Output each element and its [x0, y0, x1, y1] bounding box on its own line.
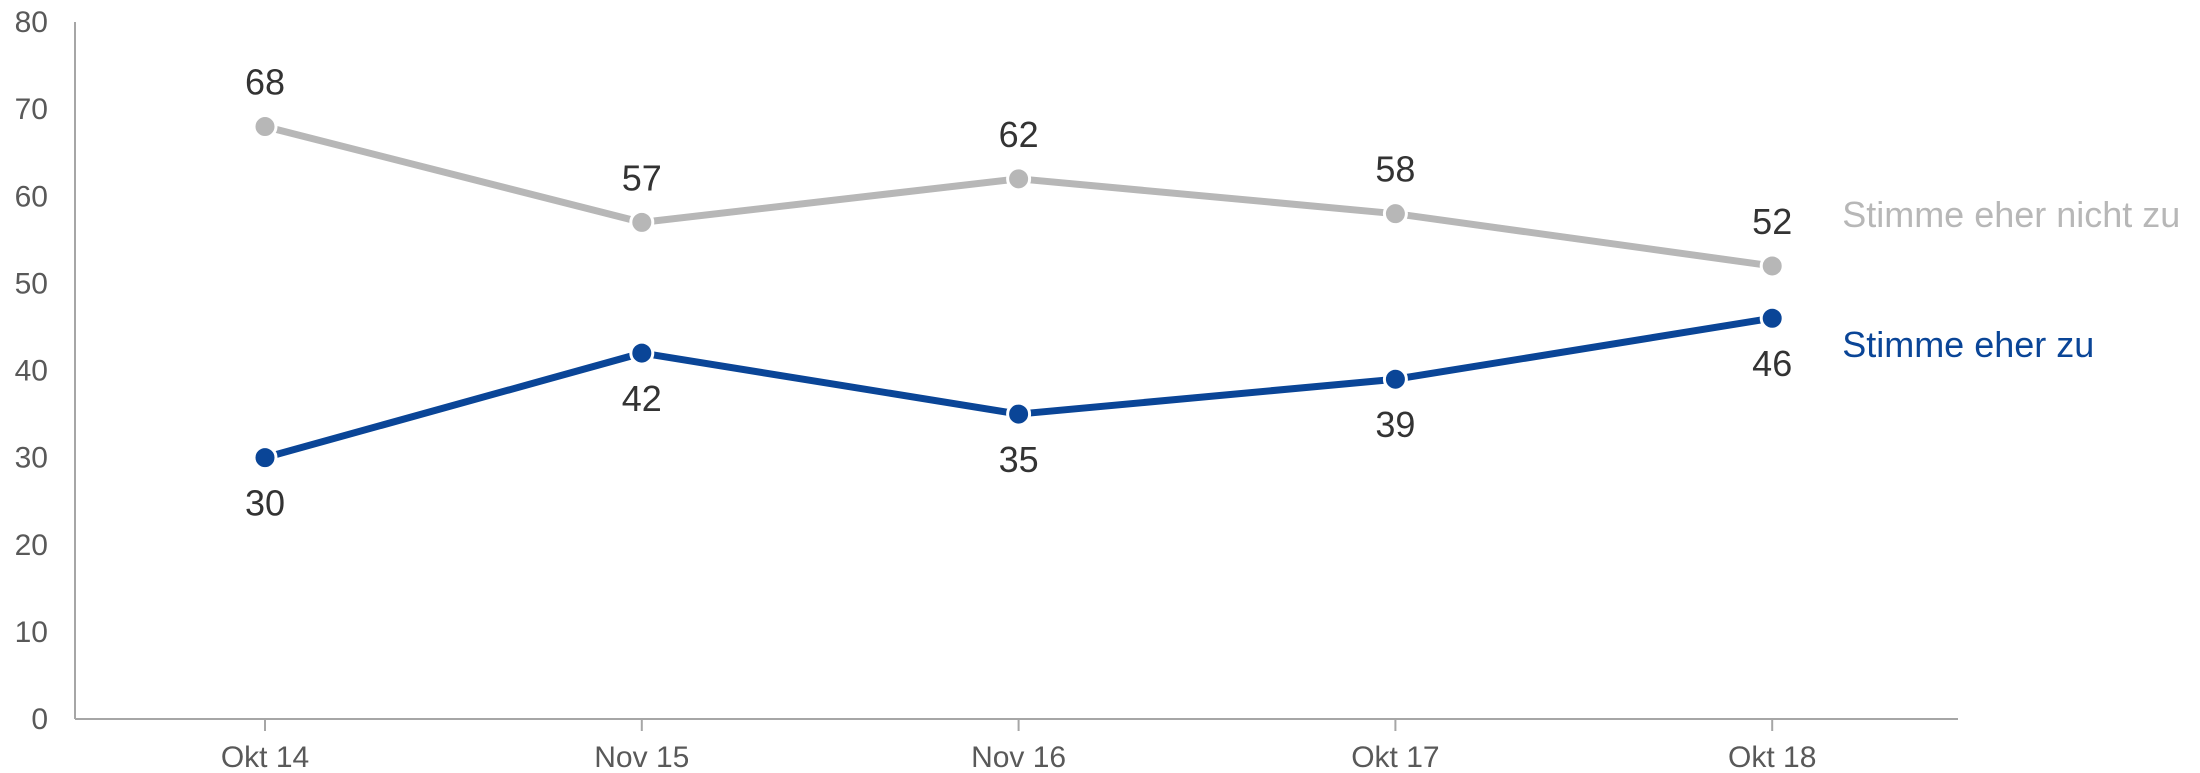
data-label: 42	[622, 378, 662, 419]
series-stimme-eher-nicht-zu: 68 57 62 58 52 Stimme eher nicht zu	[245, 62, 2180, 279]
data-label: 57	[622, 157, 662, 198]
x-tick-label: Nov 16	[971, 741, 1066, 773]
x-tick-label: Okt 18	[1728, 741, 1816, 773]
data-point	[1006, 166, 1032, 192]
data-point	[1382, 201, 1408, 227]
data-point	[629, 340, 655, 366]
y-tick-label: 0	[31, 703, 48, 736]
data-point	[629, 209, 655, 235]
data-point	[1382, 366, 1408, 392]
series-label: Stimme eher nicht zu	[1842, 194, 2180, 235]
data-point	[1006, 401, 1032, 427]
series-line	[261, 314, 1776, 462]
series-stimme-eher-zu: 30 42 35 39 46 Stimme eher zu	[245, 305, 2094, 524]
data-point	[1759, 253, 1785, 279]
data-label: 39	[1375, 404, 1415, 445]
y-tick-label: 80	[15, 6, 48, 39]
series-layer: 68 57 62 58 52 Stimme eher nicht zu 30 42 35 39 46…	[245, 62, 2180, 524]
data-label: 58	[1375, 149, 1415, 190]
y-tick-label: 30	[15, 442, 48, 475]
x-tick-label: Okt 17	[1351, 741, 1439, 773]
y-tick-label: 50	[15, 267, 48, 300]
x-axis: Okt 14 Nov 15 Nov 16 Okt 17 Okt 18	[75, 718, 1958, 773]
y-tick-label: 20	[15, 529, 48, 562]
data-point	[252, 114, 278, 140]
y-tick-label: 60	[15, 180, 48, 213]
series-label: Stimme eher zu	[1842, 324, 2094, 365]
data-label: 62	[999, 114, 1039, 155]
y-axis: 0 10 20 30 40 50 60 70 80	[15, 6, 76, 736]
y-tick-label: 40	[15, 355, 48, 388]
data-point	[1759, 305, 1785, 331]
data-label: 30	[245, 483, 285, 524]
x-tick-label: Nov 15	[594, 741, 689, 773]
y-tick-label: 70	[15, 93, 48, 126]
data-point	[252, 445, 278, 471]
y-tick-label: 10	[15, 616, 48, 649]
x-tick-label: Okt 14	[221, 741, 309, 773]
data-label: 68	[245, 62, 285, 103]
data-label: 46	[1752, 343, 1792, 384]
data-label: 52	[1752, 201, 1792, 242]
data-label: 35	[999, 439, 1039, 480]
